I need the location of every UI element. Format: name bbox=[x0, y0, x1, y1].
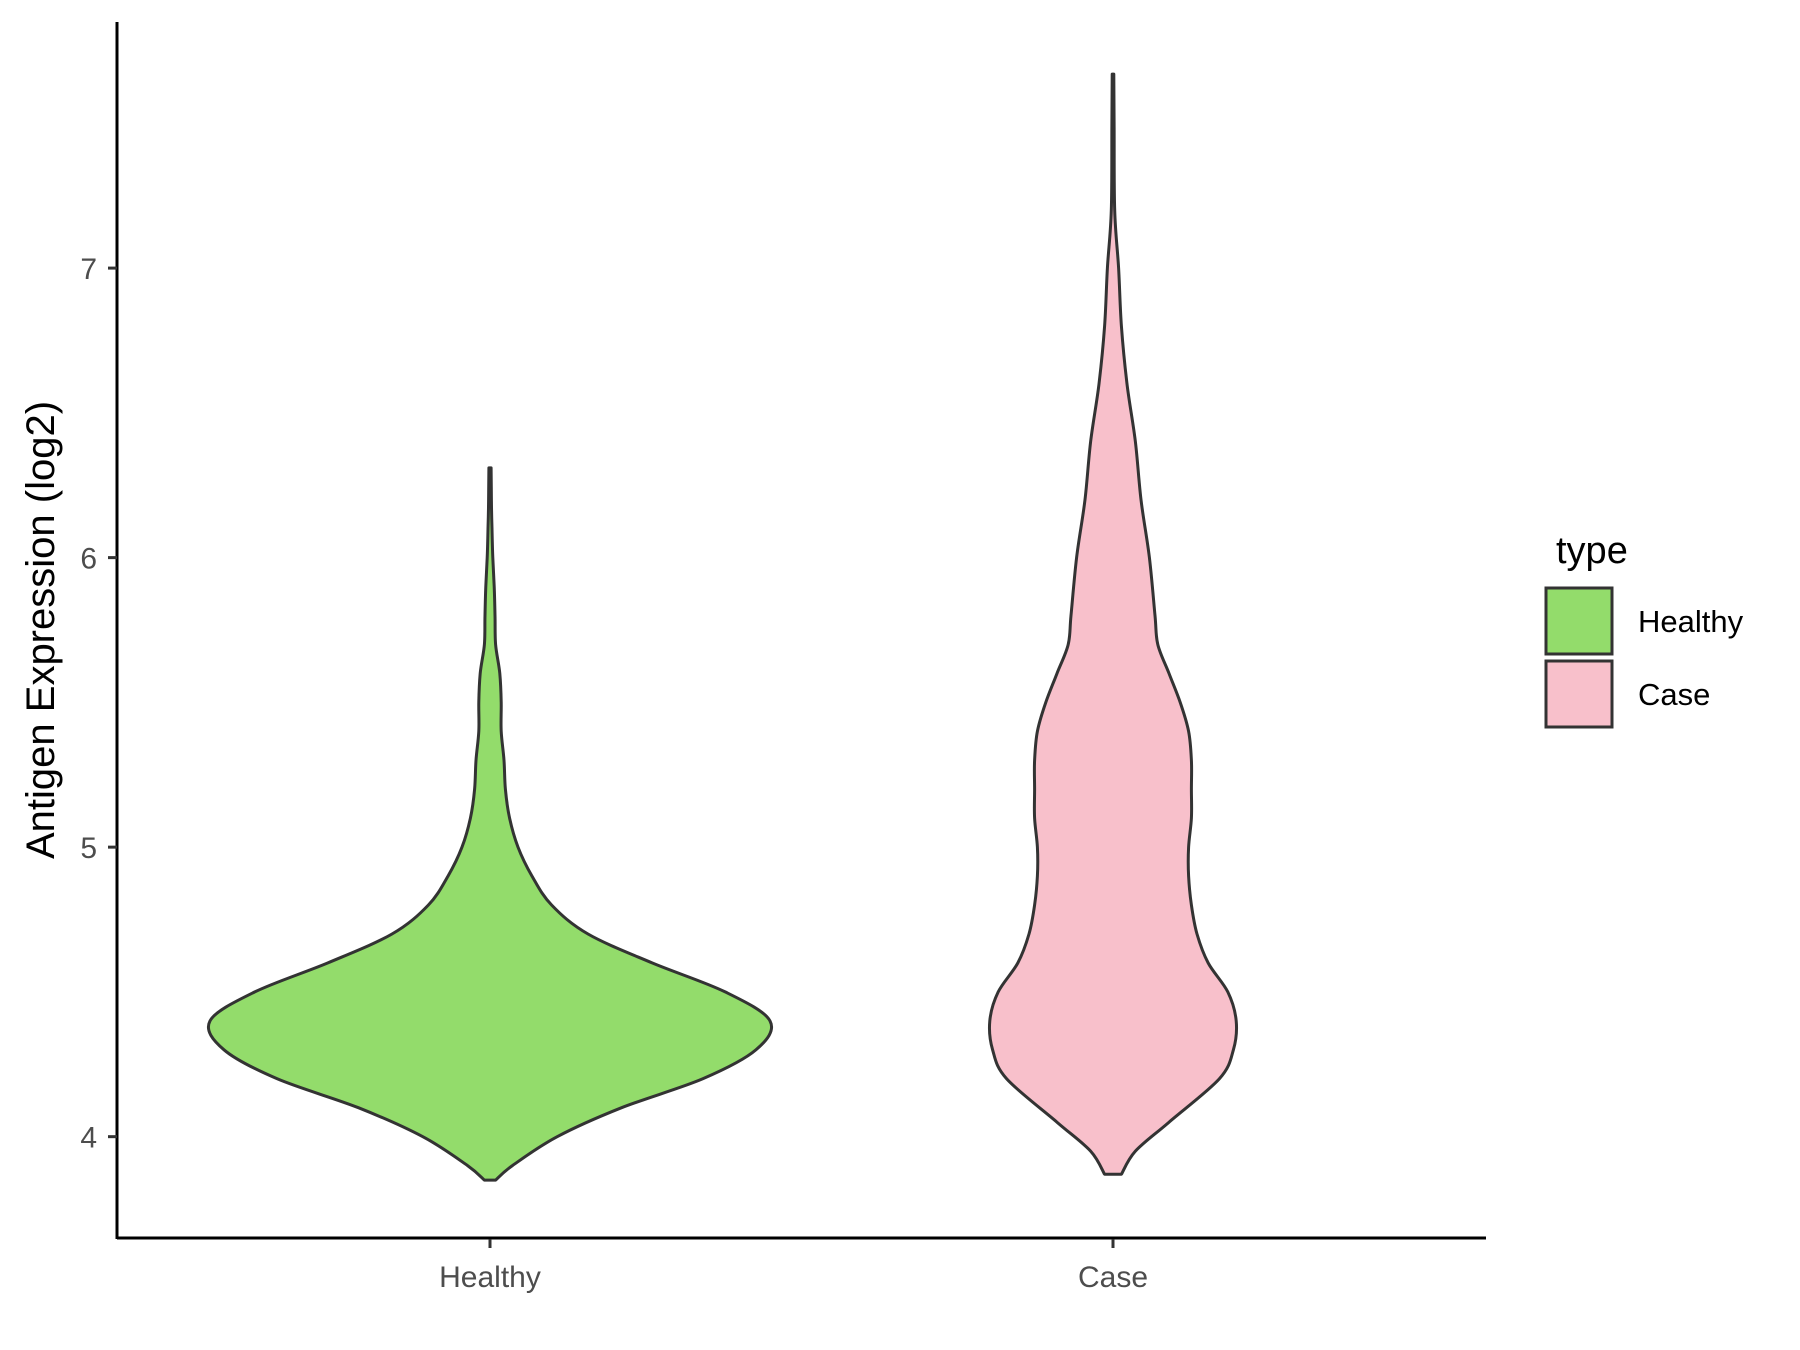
legend-title: type bbox=[1556, 530, 1628, 572]
y-tick-label: 6 bbox=[80, 543, 97, 576]
violin-healthy bbox=[206, 466, 774, 1182]
x-ticks: Healthy Case bbox=[439, 1239, 1148, 1294]
y-tick-label: 5 bbox=[80, 832, 97, 865]
x-tick-label-healthy: Healthy bbox=[439, 1261, 541, 1294]
legend-swatch-healthy bbox=[1544, 586, 1614, 656]
legend: type Healthy Case bbox=[1544, 530, 1744, 729]
legend-swatch-case bbox=[1544, 659, 1614, 729]
legend-label-case: Case bbox=[1638, 677, 1710, 712]
axes-layer bbox=[115, 22, 1486, 1240]
violin-case bbox=[987, 72, 1239, 1176]
y-axis-title: Antigen Expression (log2) bbox=[19, 401, 63, 859]
y-tick-label: 4 bbox=[80, 1122, 97, 1155]
y-tick-label: 7 bbox=[80, 253, 97, 286]
y-ticks: 4 5 6 7 bbox=[80, 253, 117, 1155]
legend-label-healthy: Healthy bbox=[1638, 604, 1744, 639]
violins-layer bbox=[206, 72, 1239, 1182]
x-tick-label-case: Case bbox=[1078, 1261, 1148, 1294]
